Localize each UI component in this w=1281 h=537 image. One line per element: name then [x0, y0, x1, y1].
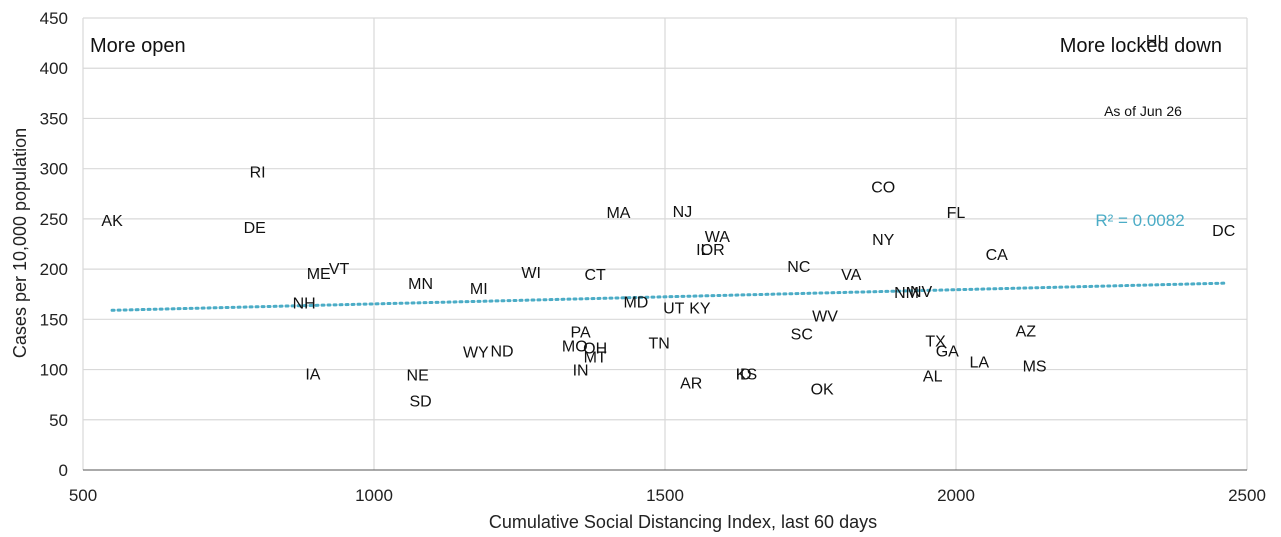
- annotation-as-of-date: As of Jun 26: [1104, 103, 1182, 119]
- annotation-more-locked-down: More locked down: [1060, 35, 1222, 57]
- y-tick-label-8: 400: [40, 59, 68, 78]
- point-label-la: LA: [969, 355, 989, 372]
- y-tick-label-3: 150: [40, 310, 68, 329]
- point-label-or: OR: [701, 242, 725, 259]
- point-label-ri: RI: [250, 165, 266, 182]
- point-label-de: DE: [244, 220, 266, 237]
- x-axis-title: Cumulative Social Distancing Index, last…: [489, 512, 877, 532]
- y-axis-ticks: 0 50 100 150 200 250 300 350 400 450: [40, 9, 68, 480]
- y-tick-label-0: 0: [59, 461, 68, 480]
- point-label-dc: DC: [1212, 223, 1235, 240]
- x-tick-label-2: 1500: [646, 486, 684, 505]
- point-label-ny: NY: [872, 232, 895, 249]
- point-label-ne: NE: [407, 368, 429, 385]
- point-label-nc: NC: [787, 259, 810, 276]
- x-tick-label-4: 2500: [1228, 486, 1266, 505]
- point-label-wi: WI: [521, 265, 541, 282]
- y-tick-label-5: 250: [40, 210, 68, 229]
- point-label-md: MD: [623, 294, 648, 311]
- point-label-ut: UT: [663, 300, 685, 317]
- point-label-va: VA: [841, 267, 861, 284]
- y-tick-label-9: 450: [40, 9, 68, 28]
- point-label-fl: FL: [947, 205, 966, 222]
- y-tick-label-1: 50: [49, 411, 68, 430]
- point-label-id: ID: [736, 367, 752, 384]
- annotation-more-open: More open: [90, 35, 186, 57]
- x-axis-ticks: 500 1000 1500 2000 2500: [69, 486, 1266, 505]
- point-label-vt: VT: [329, 261, 350, 278]
- point-label-ky: KY: [689, 300, 711, 317]
- point-label-me: ME: [307, 266, 331, 283]
- point-label-ct: CT: [584, 267, 606, 284]
- point-label-in: IN: [573, 363, 589, 380]
- point-label-nj: NJ: [673, 204, 693, 221]
- y-tick-label-4: 200: [40, 260, 68, 279]
- point-label-ga: GA: [936, 343, 959, 360]
- point-label-wy: WY: [463, 344, 489, 361]
- grid-lines: [83, 18, 1247, 470]
- y-tick-label-6: 300: [40, 160, 68, 179]
- x-tick-label-0: 500: [69, 486, 97, 505]
- point-label-ca: CA: [986, 247, 1009, 264]
- point-label-sd: SD: [409, 394, 431, 411]
- point-label-mn: MN: [408, 276, 433, 293]
- y-tick-label-2: 100: [40, 361, 68, 380]
- point-label-ia: IA: [305, 367, 320, 384]
- point-label-az: AZ: [1016, 323, 1037, 340]
- point-label-ak: AK: [101, 213, 123, 230]
- point-label-ok: OK: [811, 382, 834, 399]
- point-label-wv: WV: [812, 308, 838, 325]
- x-tick-label-3: 2000: [937, 486, 975, 505]
- point-label-ms: MS: [1023, 359, 1047, 376]
- point-label-al: AL: [923, 369, 943, 386]
- point-label-ma: MA: [606, 205, 630, 222]
- point-label-nh: NH: [293, 295, 316, 312]
- point-label-sc: SC: [791, 326, 813, 343]
- point-label-ar: AR: [680, 376, 702, 393]
- y-tick-label-7: 350: [40, 109, 68, 128]
- point-label-co: CO: [871, 180, 895, 197]
- point-label-mi: MI: [470, 281, 488, 298]
- point-label-nd: ND: [490, 343, 513, 360]
- r-squared-label: R² = 0.0082: [1095, 211, 1184, 230]
- point-label-nv: NV: [910, 284, 933, 301]
- point-label-tn: TN: [649, 335, 670, 352]
- y-axis-title: Cases per 10,000 population: [10, 128, 30, 358]
- x-tick-label-1: 1000: [355, 486, 393, 505]
